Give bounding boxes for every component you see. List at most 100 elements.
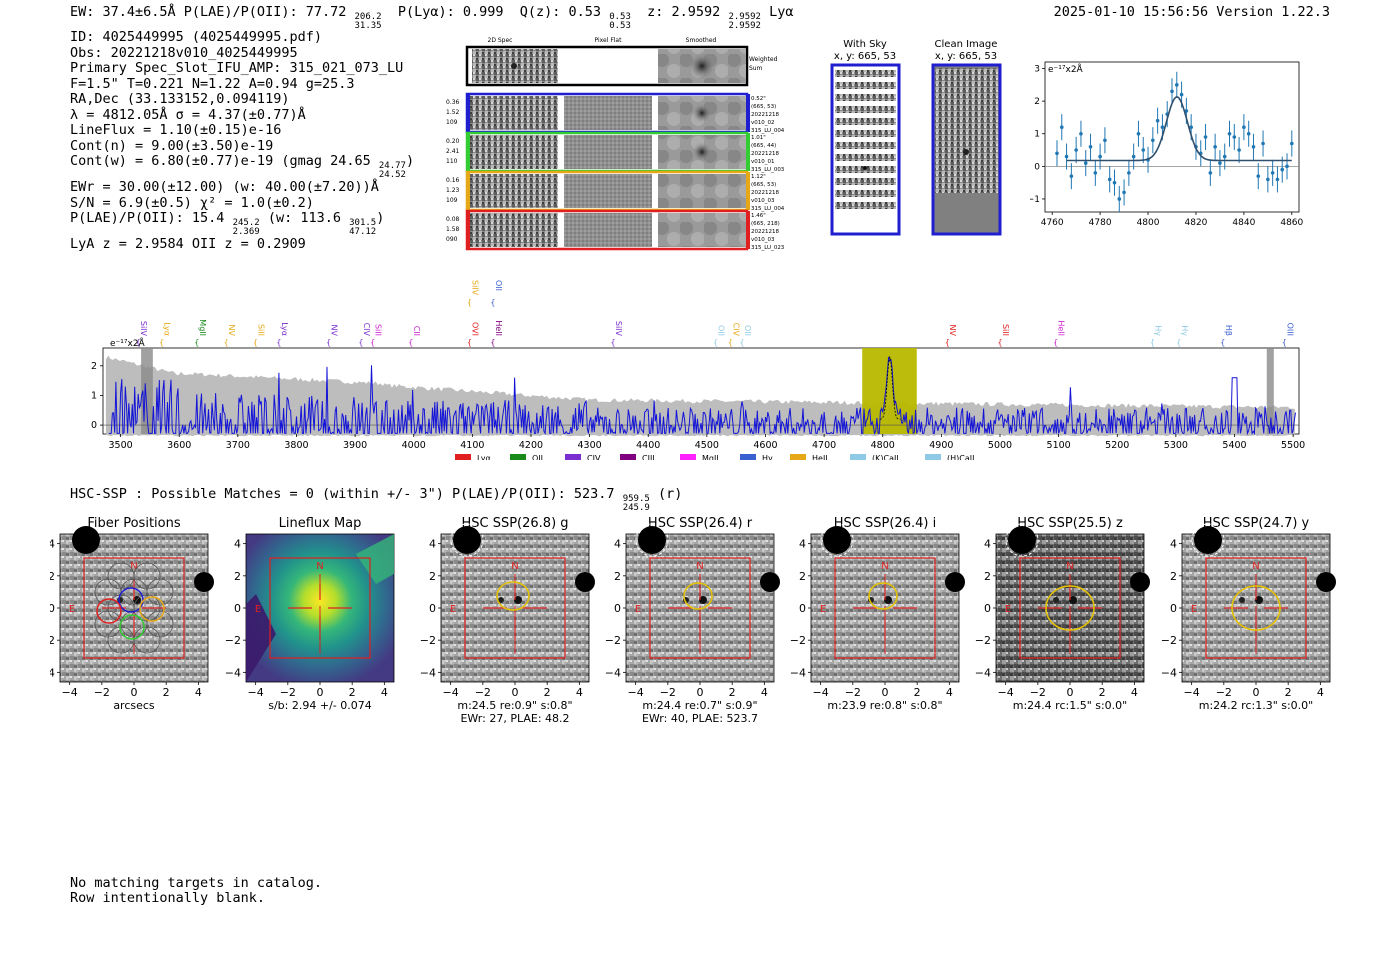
z-error: 2.9592 2.9592 [728,13,761,31]
spec-line-brace: { [467,338,472,347]
north-label: N [1252,561,1259,572]
star-blob [453,526,481,554]
aperture-box [834,557,936,659]
legend-label: CIV [587,454,601,460]
thumbnail-caption-2: EWr: 27, PLAE: 48.2 [460,712,569,723]
cutout-row-right-value: 20221218 [751,151,779,157]
thumb-ytick-label: −2 [790,634,806,647]
z-line-label: Lyα [769,4,794,20]
cutout-row-right-value: 20221218 [751,190,779,196]
cutout-row-right-value: 1.01" [751,135,766,141]
cutout-row-left-value: 109 [446,197,458,204]
north-label: N [1066,561,1073,572]
thumb-ytick-label: −2 [605,634,621,647]
thumb-ytick-label: 4 [799,538,806,551]
hsc-text: HSC-SSP : Possible Matches = 0 (within +… [70,486,615,502]
thumbnail-caption: m:24.4 rc:1.5" s:0.0" [1013,699,1128,712]
thumbnail-panel: Fiber Positions N E −4 4 −2 2 0 0 2 −2 4 −4 arcsecs [50,516,214,712]
contw-sub: 24.52 [378,170,406,180]
fiber-circle [133,626,161,654]
aperture-box [83,557,185,659]
fit-data-point [1069,174,1074,178]
thumb-ytick-label: −4 [605,666,621,679]
cutout-row-right-value: 20221218 [751,112,779,118]
header-summary: EW: 37.4±6.5Å P(LAE)/P(OII): 77.72 206.2… [70,4,794,31]
north-label: N [511,561,518,572]
z-sub: 2.9592 [728,21,761,31]
cutout-row-left-value: 090 [446,236,458,243]
thumb-ytick-label: −4 [420,666,436,679]
line-fit-unit: e⁻¹⁷x2Å [1048,63,1084,75]
legend-label: OII [532,454,543,460]
spec-line-label: Hγ [1153,325,1162,336]
thumb-xtick-label: 2 [1285,686,1292,699]
spec-line-label: SiIV [139,321,148,337]
thumb-xtick-label: −2 [475,686,491,699]
sky-stripe [835,70,896,77]
source-ellipse [868,582,898,610]
sky-stripe [835,202,896,209]
weighted-label-1: Weighted [749,56,778,63]
thumbnail-panels: Fiber Positions N E −4 4 −2 2 0 0 2 −2 4 −4 arcsecs Li… [50,516,1336,723]
thumb-xtick-label: −2 [1030,686,1046,699]
sky-stripe [835,118,896,125]
spec-line-brace: { [997,338,1002,347]
info-ewr: EWr = 30.00(±12.00) (w: 40.00(±7.20))Å [70,179,379,195]
fit-data-point [1141,148,1146,152]
sky-stripe [835,130,896,137]
thumb-xtick-label: 4 [761,686,768,699]
star-blob [575,572,595,592]
spec-xtick-label: 4200 [519,440,543,451]
weighted-label-2: Sum [749,65,763,72]
spec-xtick-label: 4400 [636,440,660,451]
spec-line-label: SiII [256,324,265,336]
legend-swatch [925,454,941,460]
fit-ytick-label: −1 [1030,195,1040,205]
thumb-ytick-label: 4 [234,538,241,551]
thumb-ytick-label: −4 [1161,666,1177,679]
fit-xtick-label: 4800 [1137,218,1160,228]
cutout-row-colorbar-right [746,211,750,249]
east-label: E [255,604,261,615]
cutout-row-2dspec [470,96,558,130]
col-header-pixelflat: Pixel Flat [595,37,623,44]
cutout-row-right-value: (665, 53) [751,104,776,110]
info-id: ID: 4025449995 (4025449995.pdf) [70,29,322,45]
source-ellipse [1045,585,1095,631]
fit-data-point [1232,135,1237,139]
sky-stripe [835,82,896,89]
cutout-row-left-value: 1.23 [446,187,460,194]
neighbor-blob [1053,597,1059,603]
star-mask [635,523,669,557]
info-lineflux: LineFlux = 1.10(±0.15)e-16 [70,122,282,138]
thumbnail-caption: m:24.5 re:0.9" s:0.8" [457,699,572,712]
target-blob [699,596,707,604]
info-sn: S/N = 6.9(±0.5) χ² = 1.0(±0.2) [70,194,314,211]
catalog-footer: No matching targets in catalog. Row inte… [70,876,322,906]
cutout-row-colorbar-right [746,94,750,132]
north-label: N [130,561,137,572]
legend-swatch [680,454,696,460]
fit-xtick-label: 4840 [1232,218,1255,228]
spec-xtick-label: 4700 [812,440,836,451]
thumb-ytick-label: −4 [50,666,55,679]
cutout-row-right-value: 315_LU_004 [751,206,785,212]
fit-ytick-label: 3 [1034,65,1040,75]
cutout-row-left-value: 0.16 [446,177,460,184]
spectrum-mask-left [141,348,153,434]
clean-title-2: x, y: 665, 53 [935,51,997,62]
cutout-row-2dspec [470,135,558,169]
sky-stripe [835,106,896,113]
legend-swatch [455,454,471,460]
legend-swatch [620,454,636,460]
fit-data-point [1270,171,1275,175]
line-fit-curve [1066,96,1292,162]
cutout-row-left-value: 1.58 [446,226,460,233]
thumb-ytick-label: −2 [975,634,991,647]
fit-data-point [1275,177,1280,182]
cutout-row-smoothed [658,213,746,247]
thumbnail-caption: m:23.9 re:0.8" s:0.8" [827,699,942,712]
fit-data-point [1088,144,1093,149]
